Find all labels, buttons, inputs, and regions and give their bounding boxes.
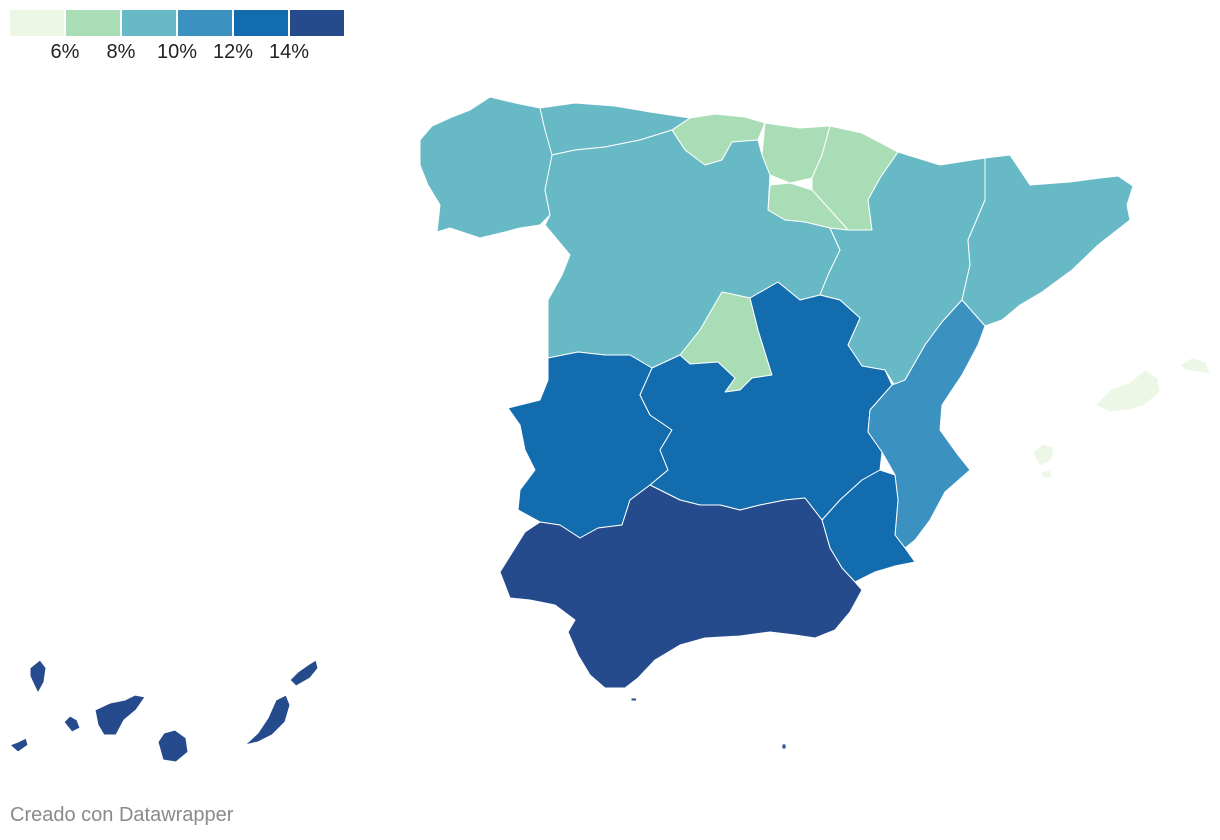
region-baleares-ibiza[interactable] xyxy=(1031,443,1055,467)
region-baleares-mallorca[interactable] xyxy=(1094,369,1161,413)
region-ceuta[interactable] xyxy=(630,697,638,702)
legend: 6% 8% 10% 12% 14% xyxy=(10,10,344,70)
legend-swatch xyxy=(234,10,288,36)
legend-swatch xyxy=(290,10,344,36)
legend-tick-label: 6% xyxy=(50,41,80,63)
region-baleares-menorca[interactable] xyxy=(1179,357,1211,375)
legend-tick-label: 12% xyxy=(212,41,254,63)
region-canarias-la-gomera[interactable] xyxy=(63,715,81,733)
legend-tick-label: 10% xyxy=(156,41,198,63)
region-andalucia[interactable] xyxy=(499,484,863,689)
region-canarias-la-palma[interactable] xyxy=(29,659,47,694)
legend-tick-label: 8% xyxy=(106,41,136,63)
legend-swatch xyxy=(178,10,232,36)
legend-swatch xyxy=(122,10,176,36)
region-comunidad-valenciana[interactable] xyxy=(867,299,986,549)
region-canarias-fuerteventura[interactable] xyxy=(244,694,291,746)
region-baleares-formentera[interactable] xyxy=(1039,469,1053,479)
legend-tick-label: 14% xyxy=(268,41,310,63)
legend-swatch xyxy=(10,10,64,36)
legend-swatch xyxy=(66,10,120,36)
region-galicia[interactable] xyxy=(419,96,556,239)
credit-line: Creado con Datawrapper xyxy=(10,804,234,826)
region-canarias-tenerife[interactable] xyxy=(94,694,146,736)
region-melilla[interactable] xyxy=(781,743,787,750)
region-cataluna[interactable] xyxy=(961,154,1134,327)
region-canarias-el-hierro[interactable] xyxy=(9,737,29,753)
region-canarias-lanzarote[interactable] xyxy=(289,659,319,687)
region-canarias-gran-canaria[interactable] xyxy=(157,729,189,763)
region-murcia[interactable] xyxy=(821,469,916,583)
